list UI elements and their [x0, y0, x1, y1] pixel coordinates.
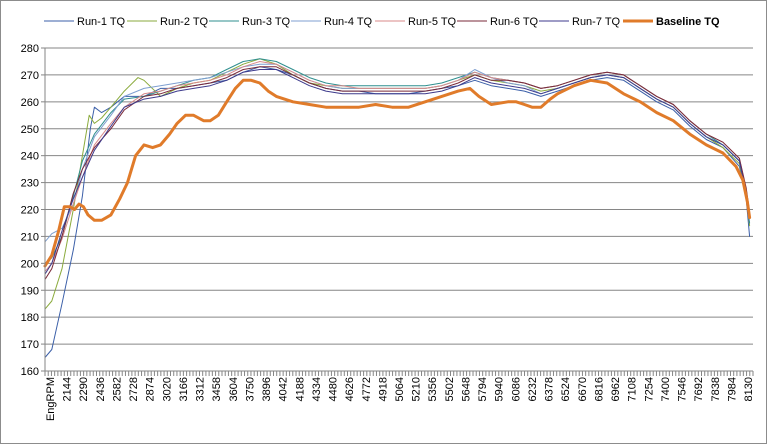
y-tick-label: 230: [21, 178, 39, 190]
x-tick-label: 4626: [344, 377, 356, 401]
legend-label: Run-3 TQ: [242, 16, 291, 28]
x-tick-label: 7254: [643, 377, 655, 401]
x-tick-label: 2874: [145, 377, 157, 401]
y-tick-label: 250: [21, 124, 39, 136]
x-tick-label: 3166: [178, 377, 190, 401]
x-tick-label: 6670: [577, 377, 589, 401]
legend-label: Run-7 TQ: [572, 16, 621, 28]
x-tick-label: 5940: [494, 377, 506, 401]
y-tick-label: 200: [21, 258, 39, 270]
x-tick-label: 3020: [161, 377, 173, 401]
y-tick-label: 160: [21, 366, 39, 378]
x-tick-label: 2436: [95, 377, 107, 401]
y-tick-label: 210: [21, 231, 39, 243]
y-tick-label: 220: [21, 205, 39, 217]
x-tick-label: EngRPM: [45, 377, 57, 421]
series-line-run-6-tq: [44, 66, 751, 280]
x-tick-label: 4772: [361, 377, 373, 401]
x-tick-label: 5064: [394, 377, 406, 401]
x-tick-label: 6086: [510, 377, 522, 401]
x-tick-label: 3312: [195, 377, 207, 401]
series-line-run-1-tq: [44, 66, 751, 358]
x-tick-label: 7546: [677, 377, 689, 401]
legend-label: Baseline TQ: [656, 16, 720, 28]
x-tick-label: 6962: [610, 377, 622, 401]
series-line-run-2-tq: [44, 58, 751, 310]
x-tick-label: 2144: [62, 377, 74, 401]
legend-label: Run-2 TQ: [160, 16, 209, 28]
x-tick-label: 4042: [278, 377, 290, 401]
series-line-baseline-tq: [43, 78, 752, 268]
x-tick-label: 3896: [261, 377, 273, 401]
x-tick-label: 7838: [710, 377, 722, 401]
series-line-run-7-tq: [44, 69, 751, 275]
x-tick-label: 5794: [477, 377, 489, 401]
y-tick-label: 170: [21, 339, 39, 351]
x-tick-label: 5210: [411, 377, 423, 401]
x-tick-label: 6378: [544, 377, 556, 401]
y-tick-label: 280: [21, 43, 39, 55]
x-tick-label: 7692: [693, 377, 705, 401]
x-tick-label: 3604: [228, 377, 240, 401]
x-tick-label: 7984: [726, 377, 738, 401]
x-tick-label: 6816: [593, 377, 605, 401]
legend-label: Run-6 TQ: [490, 16, 539, 28]
legend-label: Run-5 TQ: [408, 16, 457, 28]
x-tick-label: 3750: [244, 377, 256, 401]
x-tick-label: 5356: [427, 377, 439, 401]
y-tick-label: 270: [21, 70, 39, 82]
x-tick-label: 2290: [78, 377, 90, 401]
x-tick-label: 8130: [743, 377, 755, 401]
x-tick-label: 4918: [377, 377, 389, 401]
y-tick-label: 190: [21, 285, 39, 297]
x-tick-label: 2728: [128, 377, 140, 401]
x-tick-label: 6524: [560, 377, 572, 401]
y-tick-label: 180: [21, 312, 39, 324]
x-tick-label: 6232: [527, 377, 539, 401]
x-tick-label: 7400: [660, 377, 672, 401]
x-tick-label: 4334: [311, 377, 323, 401]
x-tick-label: 4188: [294, 377, 306, 401]
y-tick-label: 240: [21, 151, 39, 163]
legend-label: Run-4 TQ: [324, 16, 373, 28]
series-line-run-3-tq: [44, 58, 751, 264]
x-tick-label: 7108: [627, 377, 639, 401]
x-tick-label: 3458: [211, 377, 223, 401]
x-tick-label: 5502: [444, 377, 456, 401]
x-tick-label: 2582: [111, 377, 123, 401]
y-tick-label: 260: [21, 97, 39, 109]
x-tick-label: 5648: [460, 377, 472, 401]
x-tick-label: 4480: [328, 377, 340, 401]
legend-label: Run-1 TQ: [77, 16, 126, 28]
